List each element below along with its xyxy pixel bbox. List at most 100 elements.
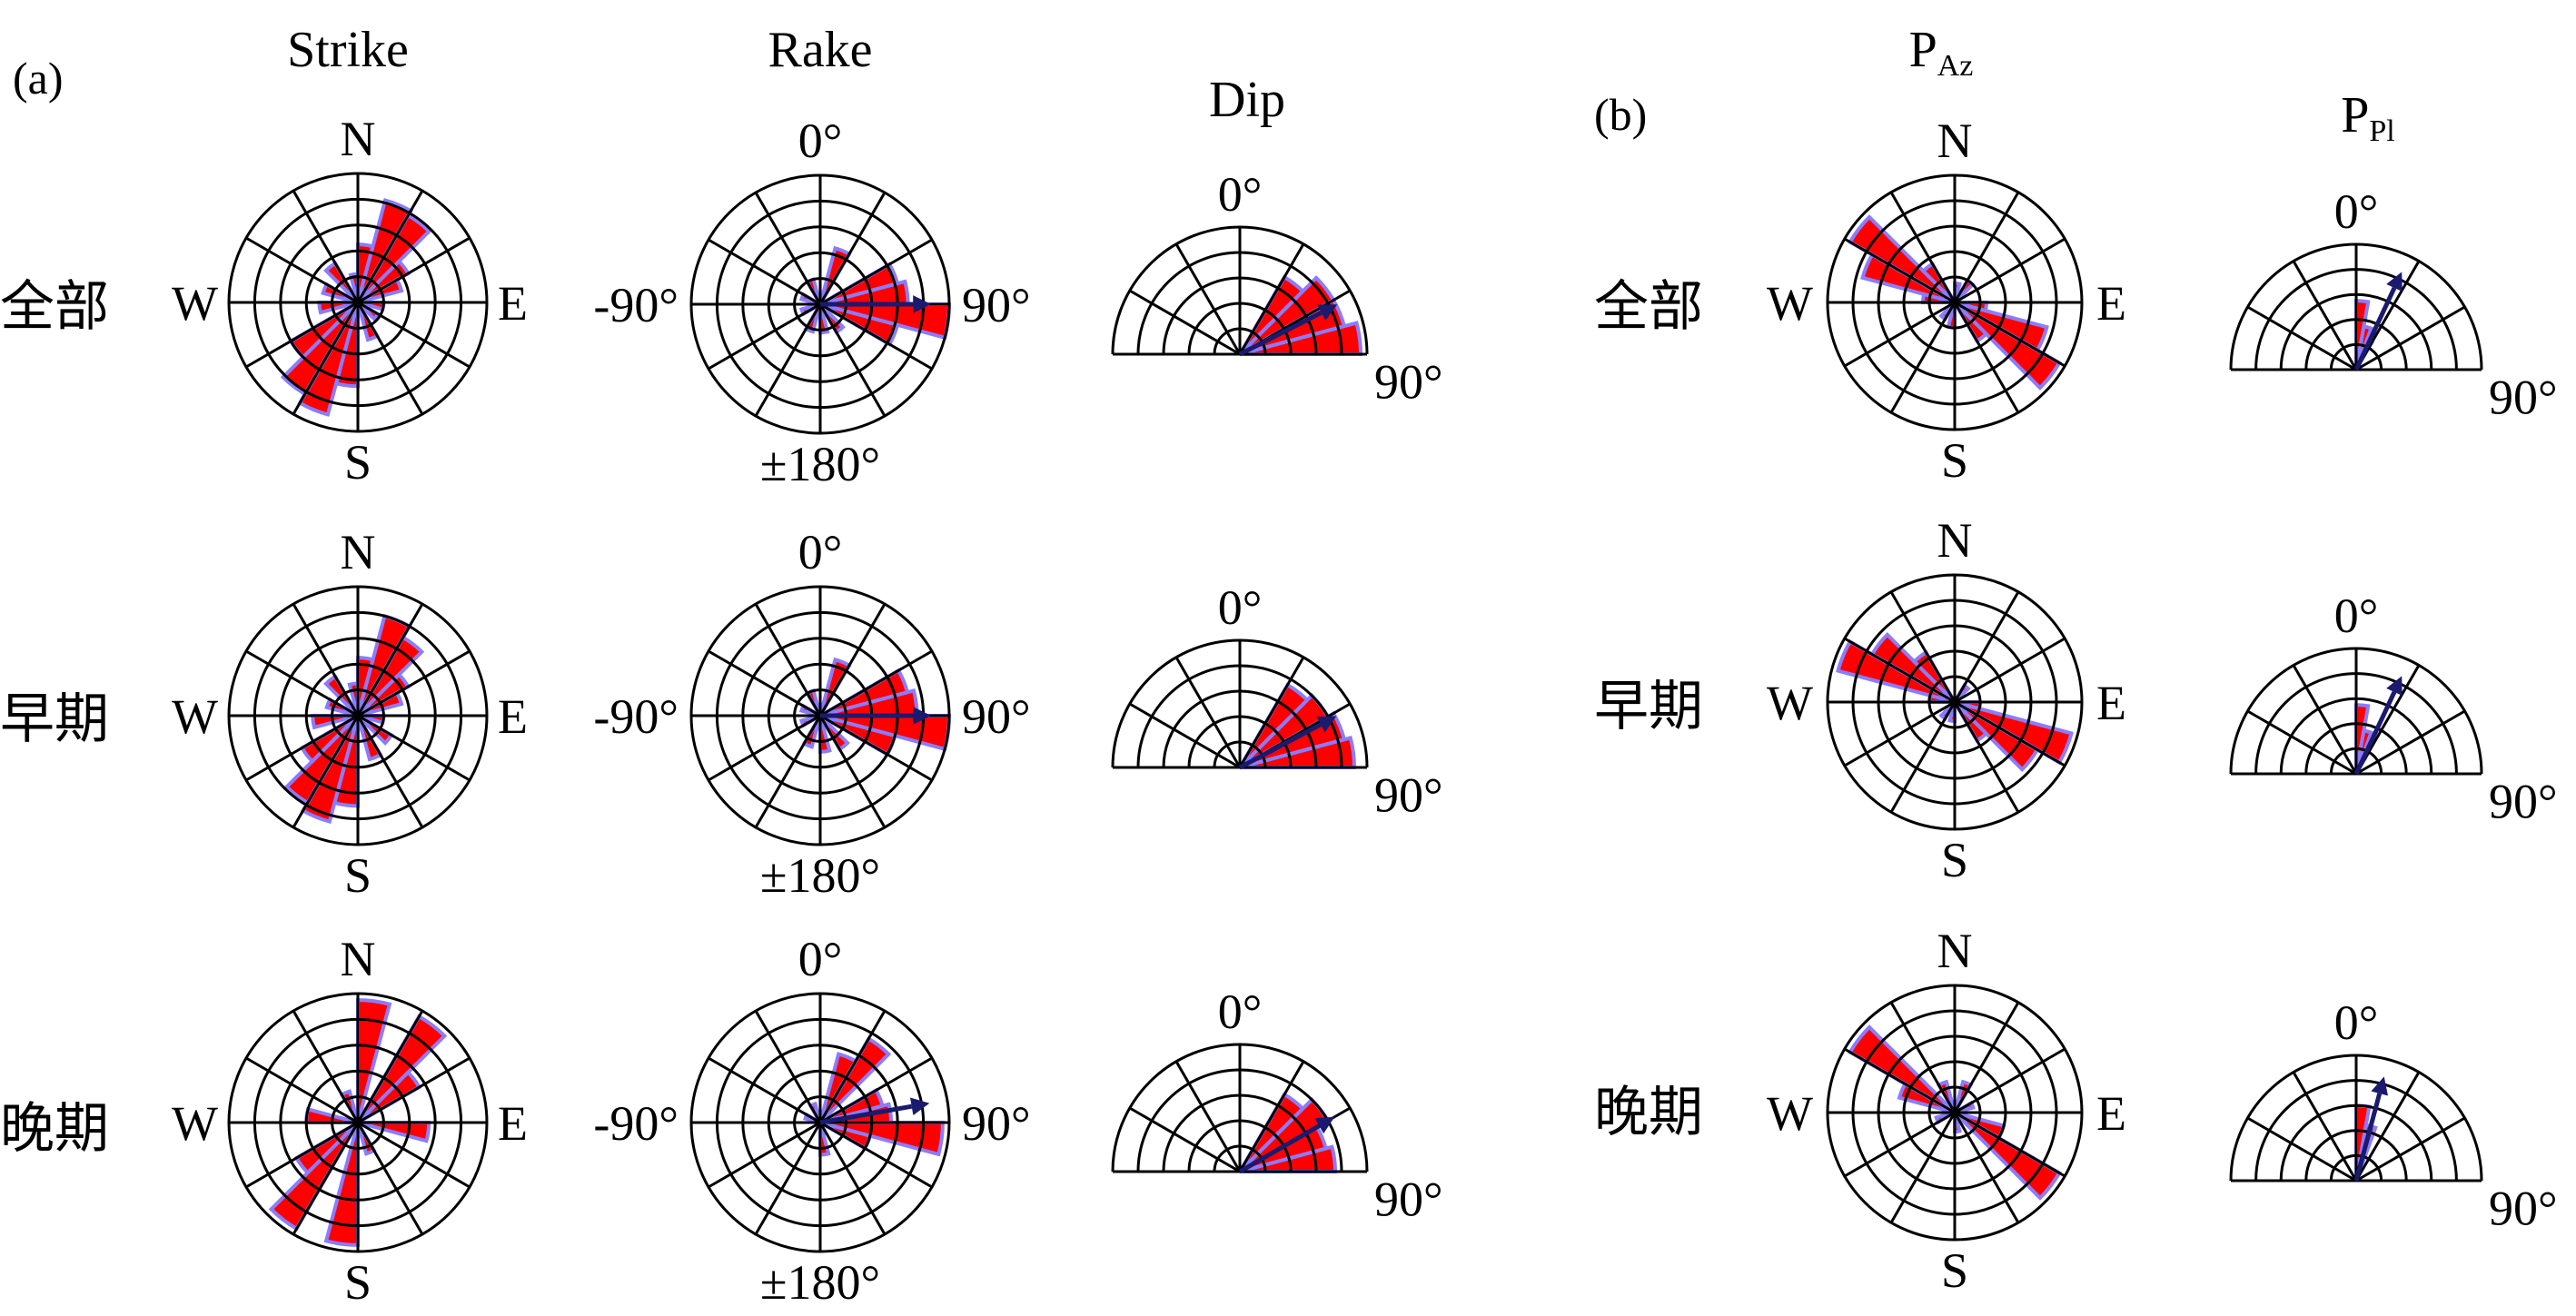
strike-rose-late-spoke-330 (292, 1010, 360, 1123)
strike-rose-early-spoke-240 (245, 714, 359, 782)
dip-rose-late (1111, 1043, 1369, 1174)
rake-rose-early (689, 585, 952, 846)
rake-rose-late-spoke-300 (708, 1056, 821, 1124)
dip-rose-all-label-top: 0° (1218, 167, 1263, 222)
strike-rose-all-spoke-300 (245, 236, 359, 304)
strike-rose-late-label-right: E (498, 1096, 528, 1151)
dip-rose-all (1111, 225, 1369, 357)
row-label-early-b: 早期 (1594, 677, 1703, 737)
rake-rose-late-spoke-150 (818, 1122, 887, 1235)
dip-rose-all-spoke-120 (1238, 243, 1305, 355)
paz-rose-early (1826, 573, 2084, 831)
paz-rose-late-spoke-120 (1954, 1111, 2066, 1178)
dip-rose-late-spoke-60 (1174, 1061, 1242, 1173)
paz-rose-late-label-left: W (1767, 1086, 1813, 1141)
strike-rose-all-spoke-30 (356, 190, 424, 303)
paz-rose-all-label-right: E (2096, 276, 2126, 331)
strike-rose-all-spoke-60 (357, 236, 471, 304)
rake-rose-all-spoke-120 (819, 302, 933, 371)
strike-rose-late-label-top: N (341, 932, 376, 986)
paz-rose-late-label-top: N (1937, 924, 1973, 978)
ppl-rose-all-label-top: 0° (2334, 184, 2379, 239)
rake-rose-late-arrow-head (910, 1097, 930, 1115)
paz-rose-early-label-top: N (1937, 513, 1973, 568)
panel-label-b: (b) (1594, 89, 1647, 140)
paz-rose-all-spoke-330 (1889, 192, 1957, 303)
ppl-rose-all-spoke-30 (2246, 305, 2357, 371)
dip-rose-all-arrow-shaft (1238, 310, 1323, 357)
rake-rose-early-spoke-210 (754, 715, 822, 828)
rake-rose-late-arrow-shaft (819, 1103, 913, 1125)
rake-rose-late-label-bottom: ±180° (760, 1255, 880, 1310)
rake-rose-early-label-left: -90° (593, 689, 679, 744)
paz-rose-late-label-right: E (2096, 1086, 2126, 1141)
strike-rose-early-label-bottom: S (344, 848, 372, 903)
strike-rose-early (227, 585, 489, 846)
strike-rose-early-spoke-300 (245, 649, 359, 717)
rake-rose-all-label-bottom: ±180° (760, 437, 880, 491)
strike-rose-all (227, 172, 489, 433)
strike-rose-early-spoke-210 (292, 715, 360, 828)
paz-rose-all-spoke-300 (1844, 237, 1956, 304)
ppl-rose-late-arrow-shaft (2353, 1093, 2383, 1182)
dip-rose-early-spoke-120 (1238, 657, 1305, 768)
paz-rose-late-spoke-210 (1889, 1112, 1957, 1223)
paz-rose-late-bar-3 (1953, 1111, 2062, 1201)
strike-rose-all-label-left: W (172, 276, 218, 331)
rake-rose-early-spoke-240 (708, 714, 821, 782)
rake-rose-early-spoke-300 (708, 649, 821, 717)
title-ppl-main: P (2341, 87, 2369, 143)
paz-rose-all-spoke-30 (1953, 192, 2020, 303)
rake-rose-early-spoke-30 (818, 603, 887, 717)
dip-rose-early-arrow-head (1316, 716, 1337, 733)
row-label-early-a: 早期 (0, 689, 109, 749)
paz-rose-late-spoke-330 (1889, 1002, 1957, 1113)
rake-rose-all-spoke-330 (754, 192, 822, 305)
rake-rose-early-spoke-120 (819, 714, 933, 782)
row-label-all-b: 全部 (1594, 277, 1703, 337)
ppl-rose-late-label-right: 90° (2489, 1182, 2558, 1236)
title-ppl-sub: Pl (2369, 114, 2394, 148)
strike-rose-early-spoke-150 (356, 715, 424, 828)
dip-rose-all-arrow-head (1317, 304, 1338, 321)
paz-rose-all-spoke-150 (1953, 302, 2020, 413)
strike-rose-late-spoke-30 (356, 1010, 424, 1123)
strike-rose-early-label-top: N (341, 525, 376, 579)
title-rake: Rake (768, 22, 872, 78)
title-dip: Dip (1209, 72, 1285, 128)
rake-rose-all-label-left: -90° (593, 278, 679, 332)
paz-rose-early-spoke-150 (1953, 701, 2020, 813)
rake-rose-all-arrow-head (913, 295, 932, 313)
strike-rose-late (227, 992, 489, 1253)
ppl-rose-early-label-top: 0° (2334, 589, 2379, 643)
rake-rose-all-label-right: 90° (962, 278, 1031, 332)
strike-rose-all-spoke-120 (357, 301, 471, 369)
paz-rose-late-spoke-150 (1953, 1112, 2020, 1223)
rake-rose-early-label-top: 0° (798, 525, 843, 579)
strike-rose-early-spoke-330 (292, 603, 360, 717)
rake-rose-late-label-left: -90° (593, 1096, 679, 1151)
strike-rose-all-spoke-330 (292, 190, 360, 303)
dip-rose-early-label-right: 90° (1374, 768, 1443, 823)
ppl-rose-early-arrow-head (2386, 676, 2403, 696)
paz-rose-early-spoke-330 (1889, 591, 1957, 703)
paz-rose-early-spoke-60 (1954, 637, 2066, 704)
rake-rose-late-label-top: 0° (798, 932, 843, 986)
rake-rose-early-label-right: 90° (962, 689, 1031, 744)
strike-rose-late-spoke-60 (357, 1056, 471, 1124)
strike-rose-late-label-left: W (172, 1096, 218, 1151)
rake-rose-late (689, 992, 951, 1253)
paz-rose-all-spoke-240 (1844, 301, 1956, 368)
ppl-rose-all-label-right: 90° (2489, 371, 2558, 425)
dip-rose-all-spoke-60 (1174, 243, 1242, 355)
strike-rose-late-spoke-150 (356, 1122, 424, 1235)
paz-rose-early-spoke-210 (1889, 701, 1957, 813)
ppl-rose-early-arrow-shaft (2353, 690, 2397, 776)
ppl-rose-late-spoke-30 (2246, 1116, 2357, 1182)
ppl-rose-all-arrow-head (2386, 272, 2403, 292)
paz-rose-early-label-bottom: S (1941, 833, 1968, 887)
rake-rose-late-spoke-60 (819, 1056, 933, 1124)
ppl-rose-early-label-right: 90° (2489, 775, 2558, 829)
paz-rose-all-spoke-120 (1954, 301, 2066, 368)
